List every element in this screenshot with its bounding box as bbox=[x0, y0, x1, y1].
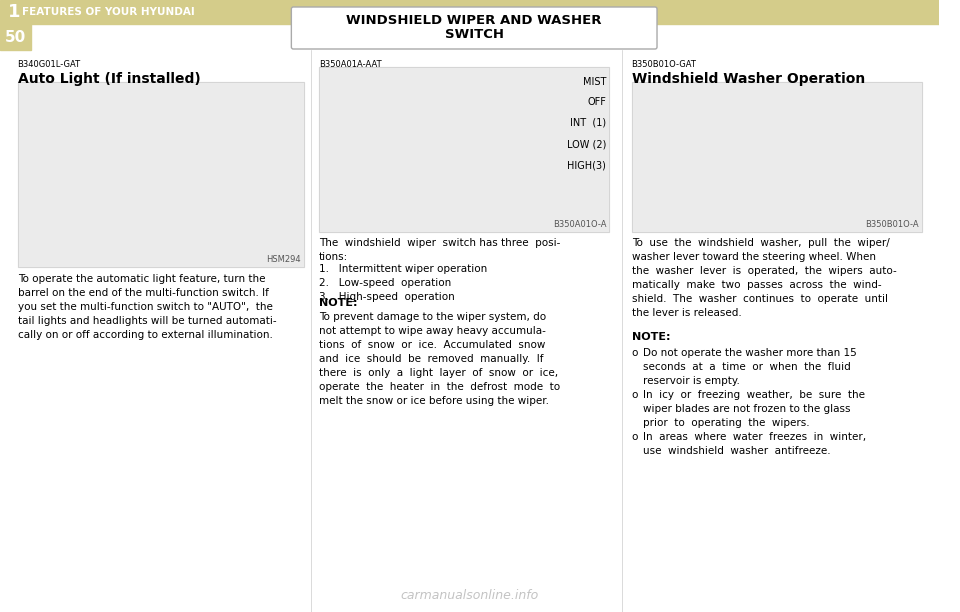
Text: LOW (2): LOW (2) bbox=[566, 139, 606, 149]
Text: carmanualsonline.info: carmanualsonline.info bbox=[400, 589, 539, 602]
Text: To prevent damage to the wiper system, do
not attempt to wipe away heavy accumul: To prevent damage to the wiper system, d… bbox=[319, 312, 560, 406]
Text: OFF: OFF bbox=[588, 97, 606, 107]
Text: 50: 50 bbox=[5, 29, 26, 45]
Text: WINDSHIELD WIPER AND WASHER: WINDSHIELD WIPER AND WASHER bbox=[347, 13, 602, 26]
Text: B350A01A-AAT: B350A01A-AAT bbox=[319, 60, 381, 69]
Bar bbox=[632, 82, 922, 232]
Text: To operate the automatic light feature, turn the
barrel on the end of the multi-: To operate the automatic light feature, … bbox=[17, 274, 276, 340]
Text: In  areas  where  water  freezes  in  winter,
use  windshield  washer  antifreez: In areas where water freezes in winter, … bbox=[643, 432, 867, 456]
Text: B350B01O-A: B350B01O-A bbox=[865, 220, 919, 229]
FancyBboxPatch shape bbox=[291, 7, 657, 49]
Bar bbox=[632, 82, 922, 232]
Text: Do not operate the washer more than 15
seconds  at  a  time  or  when  the  flui: Do not operate the washer more than 15 s… bbox=[643, 348, 857, 386]
Text: Auto Light (If installed): Auto Light (If installed) bbox=[17, 72, 201, 86]
Text: B340G01L-GAT: B340G01L-GAT bbox=[17, 60, 81, 69]
Text: HSM294: HSM294 bbox=[267, 255, 301, 264]
Text: Windshield Washer Operation: Windshield Washer Operation bbox=[632, 72, 865, 86]
Text: NOTE:: NOTE: bbox=[319, 298, 357, 308]
Text: The  windshield  wiper  switch has three  posi-
tions:: The windshield wiper switch has three po… bbox=[319, 238, 560, 262]
Text: 1: 1 bbox=[8, 3, 20, 21]
Text: o: o bbox=[632, 390, 638, 400]
Text: SWITCH: SWITCH bbox=[444, 28, 504, 40]
Text: FEATURES OF YOUR HYUNDAI: FEATURES OF YOUR HYUNDAI bbox=[21, 7, 194, 17]
Bar bbox=[319, 67, 609, 232]
Text: To  use  the  windshield  washer,  pull  the  wiper/
washer lever toward the ste: To use the windshield washer, pull the w… bbox=[632, 238, 897, 318]
Text: HIGH(3): HIGH(3) bbox=[567, 160, 606, 170]
Text: In  icy  or  freezing  weather,  be  sure  the
wiper blades are not frozen to th: In icy or freezing weather, be sure the … bbox=[643, 390, 865, 428]
Bar bbox=[319, 67, 609, 232]
Bar bbox=[0, 24, 32, 50]
Text: 3.   High-speed  operation: 3. High-speed operation bbox=[319, 292, 454, 302]
Text: 1.   Intermittent wiper operation: 1. Intermittent wiper operation bbox=[319, 264, 487, 274]
Bar bbox=[17, 82, 304, 267]
Text: B350A01O-A: B350A01O-A bbox=[553, 220, 606, 229]
Text: INT  (1): INT (1) bbox=[570, 117, 606, 127]
Text: o: o bbox=[632, 348, 638, 358]
Text: o: o bbox=[632, 432, 638, 442]
Bar bbox=[17, 82, 304, 267]
Text: B350B01O-GAT: B350B01O-GAT bbox=[632, 60, 696, 69]
Bar bbox=[0, 0, 939, 24]
Text: 2.   Low-speed  operation: 2. Low-speed operation bbox=[319, 278, 451, 288]
Text: NOTE:: NOTE: bbox=[632, 332, 670, 342]
Bar bbox=[294, 9, 655, 47]
Text: MIST: MIST bbox=[583, 77, 606, 87]
